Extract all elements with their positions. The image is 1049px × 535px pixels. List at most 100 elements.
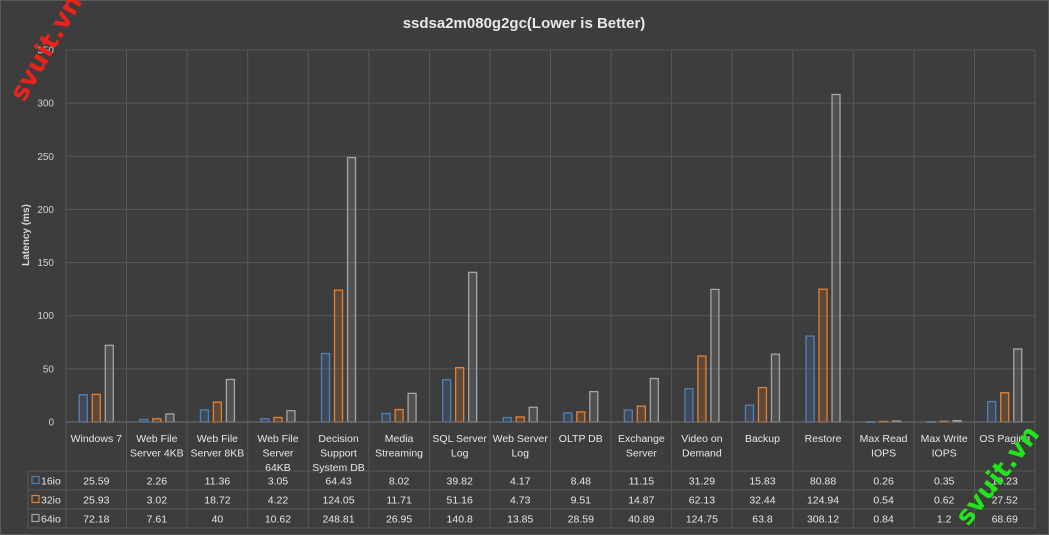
category-label: Max Write	[921, 433, 968, 445]
table-value-16io: 2.26	[147, 475, 168, 487]
bar-16io-15	[987, 400, 997, 423]
bar-64io-6	[468, 271, 478, 423]
category-label: Demand	[682, 448, 722, 460]
bar-32io-12	[818, 288, 828, 423]
table-value-32io: 124.94	[807, 494, 839, 506]
y-tick-label: 100	[37, 311, 54, 322]
table-value-64io: 28.59	[568, 513, 594, 525]
category-label: Web File	[197, 433, 238, 445]
bar-16io-4	[320, 352, 331, 423]
bar-64io-11	[770, 353, 781, 423]
category-label: IOPS	[932, 448, 957, 460]
bar-64io-0	[104, 344, 114, 423]
category-label: Server 4KB	[130, 448, 184, 460]
category-label: Support	[320, 448, 357, 460]
bar-16io-12	[805, 335, 815, 423]
table-value-16io: 11.36	[205, 475, 231, 487]
table-value-16io: 0.26	[873, 475, 894, 487]
bar-16io-5	[381, 412, 391, 423]
bar-16io-2	[199, 409, 210, 423]
category-label: Log	[451, 448, 469, 460]
table-value-16io: 31.29	[689, 475, 715, 487]
bars	[78, 93, 1023, 423]
table-value-32io: 124.05	[322, 494, 354, 506]
table-value-32io: 3.02	[147, 494, 168, 506]
table-value-64io: 72.18	[83, 513, 109, 525]
legend-label-64io: 64io	[41, 513, 61, 525]
bar-64io-8	[589, 390, 599, 423]
data-table: Windows 7 Web File Server 4KB Web File Serve…	[27, 421, 1035, 529]
category-label: OS Paging	[979, 433, 1030, 445]
bar-32io-5	[394, 408, 404, 423]
category-label: Media	[385, 433, 414, 445]
table-value-16io: 19.23	[992, 475, 1018, 487]
table-value-64io: 63.8	[752, 513, 773, 525]
table-value-32io: 14.87	[628, 494, 654, 506]
table-value-64io: 40	[212, 513, 224, 525]
table-value-32io: 4.22	[268, 494, 289, 506]
bar-64io-12	[831, 93, 841, 423]
bar-32io-11	[757, 386, 768, 423]
category-label: Restore	[805, 433, 842, 445]
table-value-64io: 68.69	[992, 513, 1018, 525]
bar-64io-5	[407, 392, 417, 423]
table-value-32io: 0.54	[873, 494, 894, 506]
table-value-32io: 9.51	[571, 494, 592, 506]
table-value-16io: 15.83	[749, 475, 775, 487]
table-value-16io: 64.43	[325, 475, 351, 487]
y-axis-ticks: 0 50 100 150 200 250 300 350	[37, 46, 54, 429]
bar-32io-3	[273, 416, 283, 423]
table-value-32io: 51.16	[447, 494, 473, 506]
category-label: Web File	[136, 433, 177, 445]
table-value-16io: 8.48	[571, 475, 592, 487]
bar-16io-8	[563, 412, 573, 423]
bar-16io-10	[684, 388, 694, 423]
category-label: OLTP DB	[559, 433, 603, 445]
table-value-16io: 11.15	[629, 475, 655, 487]
table-value-64io: 40.89	[628, 513, 654, 525]
category-label: Streaming	[375, 448, 423, 460]
category-label: Server 8KB	[191, 448, 245, 460]
bar-64io-3	[286, 410, 296, 423]
bar-64io-15	[1013, 348, 1023, 423]
table-value-32io: 0.62	[934, 494, 955, 506]
chart-title: ssdsa2m080g2gc(Lower is Better)	[403, 15, 646, 32]
category-label: Video on	[681, 433, 722, 445]
bar-32io-6	[455, 366, 465, 423]
legend-key-32io	[31, 494, 40, 504]
y-tick-label: 50	[43, 364, 55, 375]
y-tick-label: 250	[37, 152, 54, 163]
bar-64io-2	[225, 378, 236, 423]
table-value-64io: 248.81	[322, 513, 354, 525]
category-label: System DB	[312, 462, 365, 474]
table-value-64io: 0.84	[873, 513, 894, 525]
category-label: SQL Server	[432, 433, 487, 445]
y-tick-label: 300	[37, 99, 54, 110]
table-value-64io: 10.62	[265, 513, 291, 525]
table-value-32io: 27.52	[992, 494, 1018, 506]
category-label: Server	[626, 448, 657, 460]
bar-16io-7	[502, 416, 512, 423]
category-label: Web File	[257, 433, 298, 445]
table-value-32io: 18.72	[204, 494, 230, 506]
category-label: Windows 7	[71, 433, 123, 445]
bar-64io-9	[649, 377, 659, 423]
y-tick-label: 150	[37, 258, 54, 269]
category-label: Log	[511, 448, 529, 460]
y-tick-label: 0	[48, 418, 54, 429]
y-tick-label: 200	[37, 205, 54, 216]
bar-32io-15	[1000, 392, 1010, 423]
table-value-64io: 1.2	[937, 513, 952, 525]
bar-64io-7	[528, 406, 538, 423]
table-value-32io: 11.71	[386, 494, 412, 506]
table-value-32io: 62.13	[689, 494, 715, 506]
bar-64io-4	[346, 156, 357, 423]
bar-64io-1	[165, 413, 175, 423]
table-value-32io: 4.73	[510, 494, 531, 506]
table-value-16io: 39.82	[447, 475, 473, 487]
table-value-64io: 7.61	[147, 513, 168, 525]
bar-32io-2	[212, 401, 223, 423]
